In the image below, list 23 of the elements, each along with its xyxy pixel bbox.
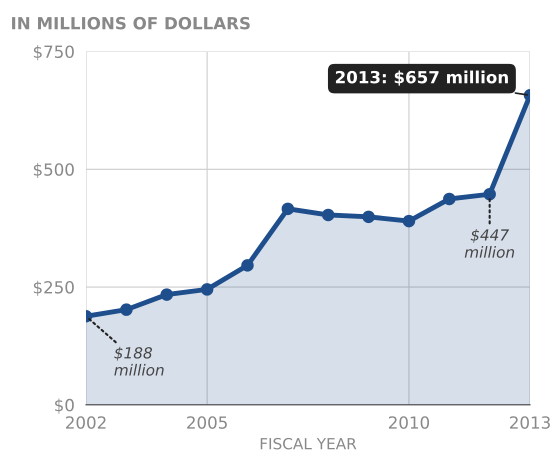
x-tick-label: 2002: [66, 416, 106, 429]
point: [322, 208, 334, 222]
y-tick-label: $0: [55, 398, 74, 414]
x-tick-label: 2010: [388, 416, 430, 429]
chart-title: IN MILLIONS OF DOLLARS: [12, 16, 250, 30]
y-tick-label: $250: [34, 280, 74, 296]
x-axis-title: FISCAL YEAR: [260, 438, 356, 450]
x-tick-label: 2013: [510, 416, 550, 429]
point: [241, 259, 254, 272]
x-tick-label: 2005: [187, 416, 227, 429]
point: [200, 283, 214, 296]
y-tick-label: $750: [34, 45, 74, 60]
point: [362, 210, 375, 224]
annotation: 2013: $657 million: [336, 70, 508, 86]
y-tick-label: $500: [34, 162, 74, 178]
point: [483, 188, 496, 200]
point: [282, 202, 294, 216]
annotation: $447 million: [464, 228, 514, 258]
point: [120, 303, 133, 316]
point: [402, 214, 416, 228]
point: [443, 192, 456, 206]
point: [160, 288, 174, 301]
annotation: $188 million: [114, 346, 164, 376]
